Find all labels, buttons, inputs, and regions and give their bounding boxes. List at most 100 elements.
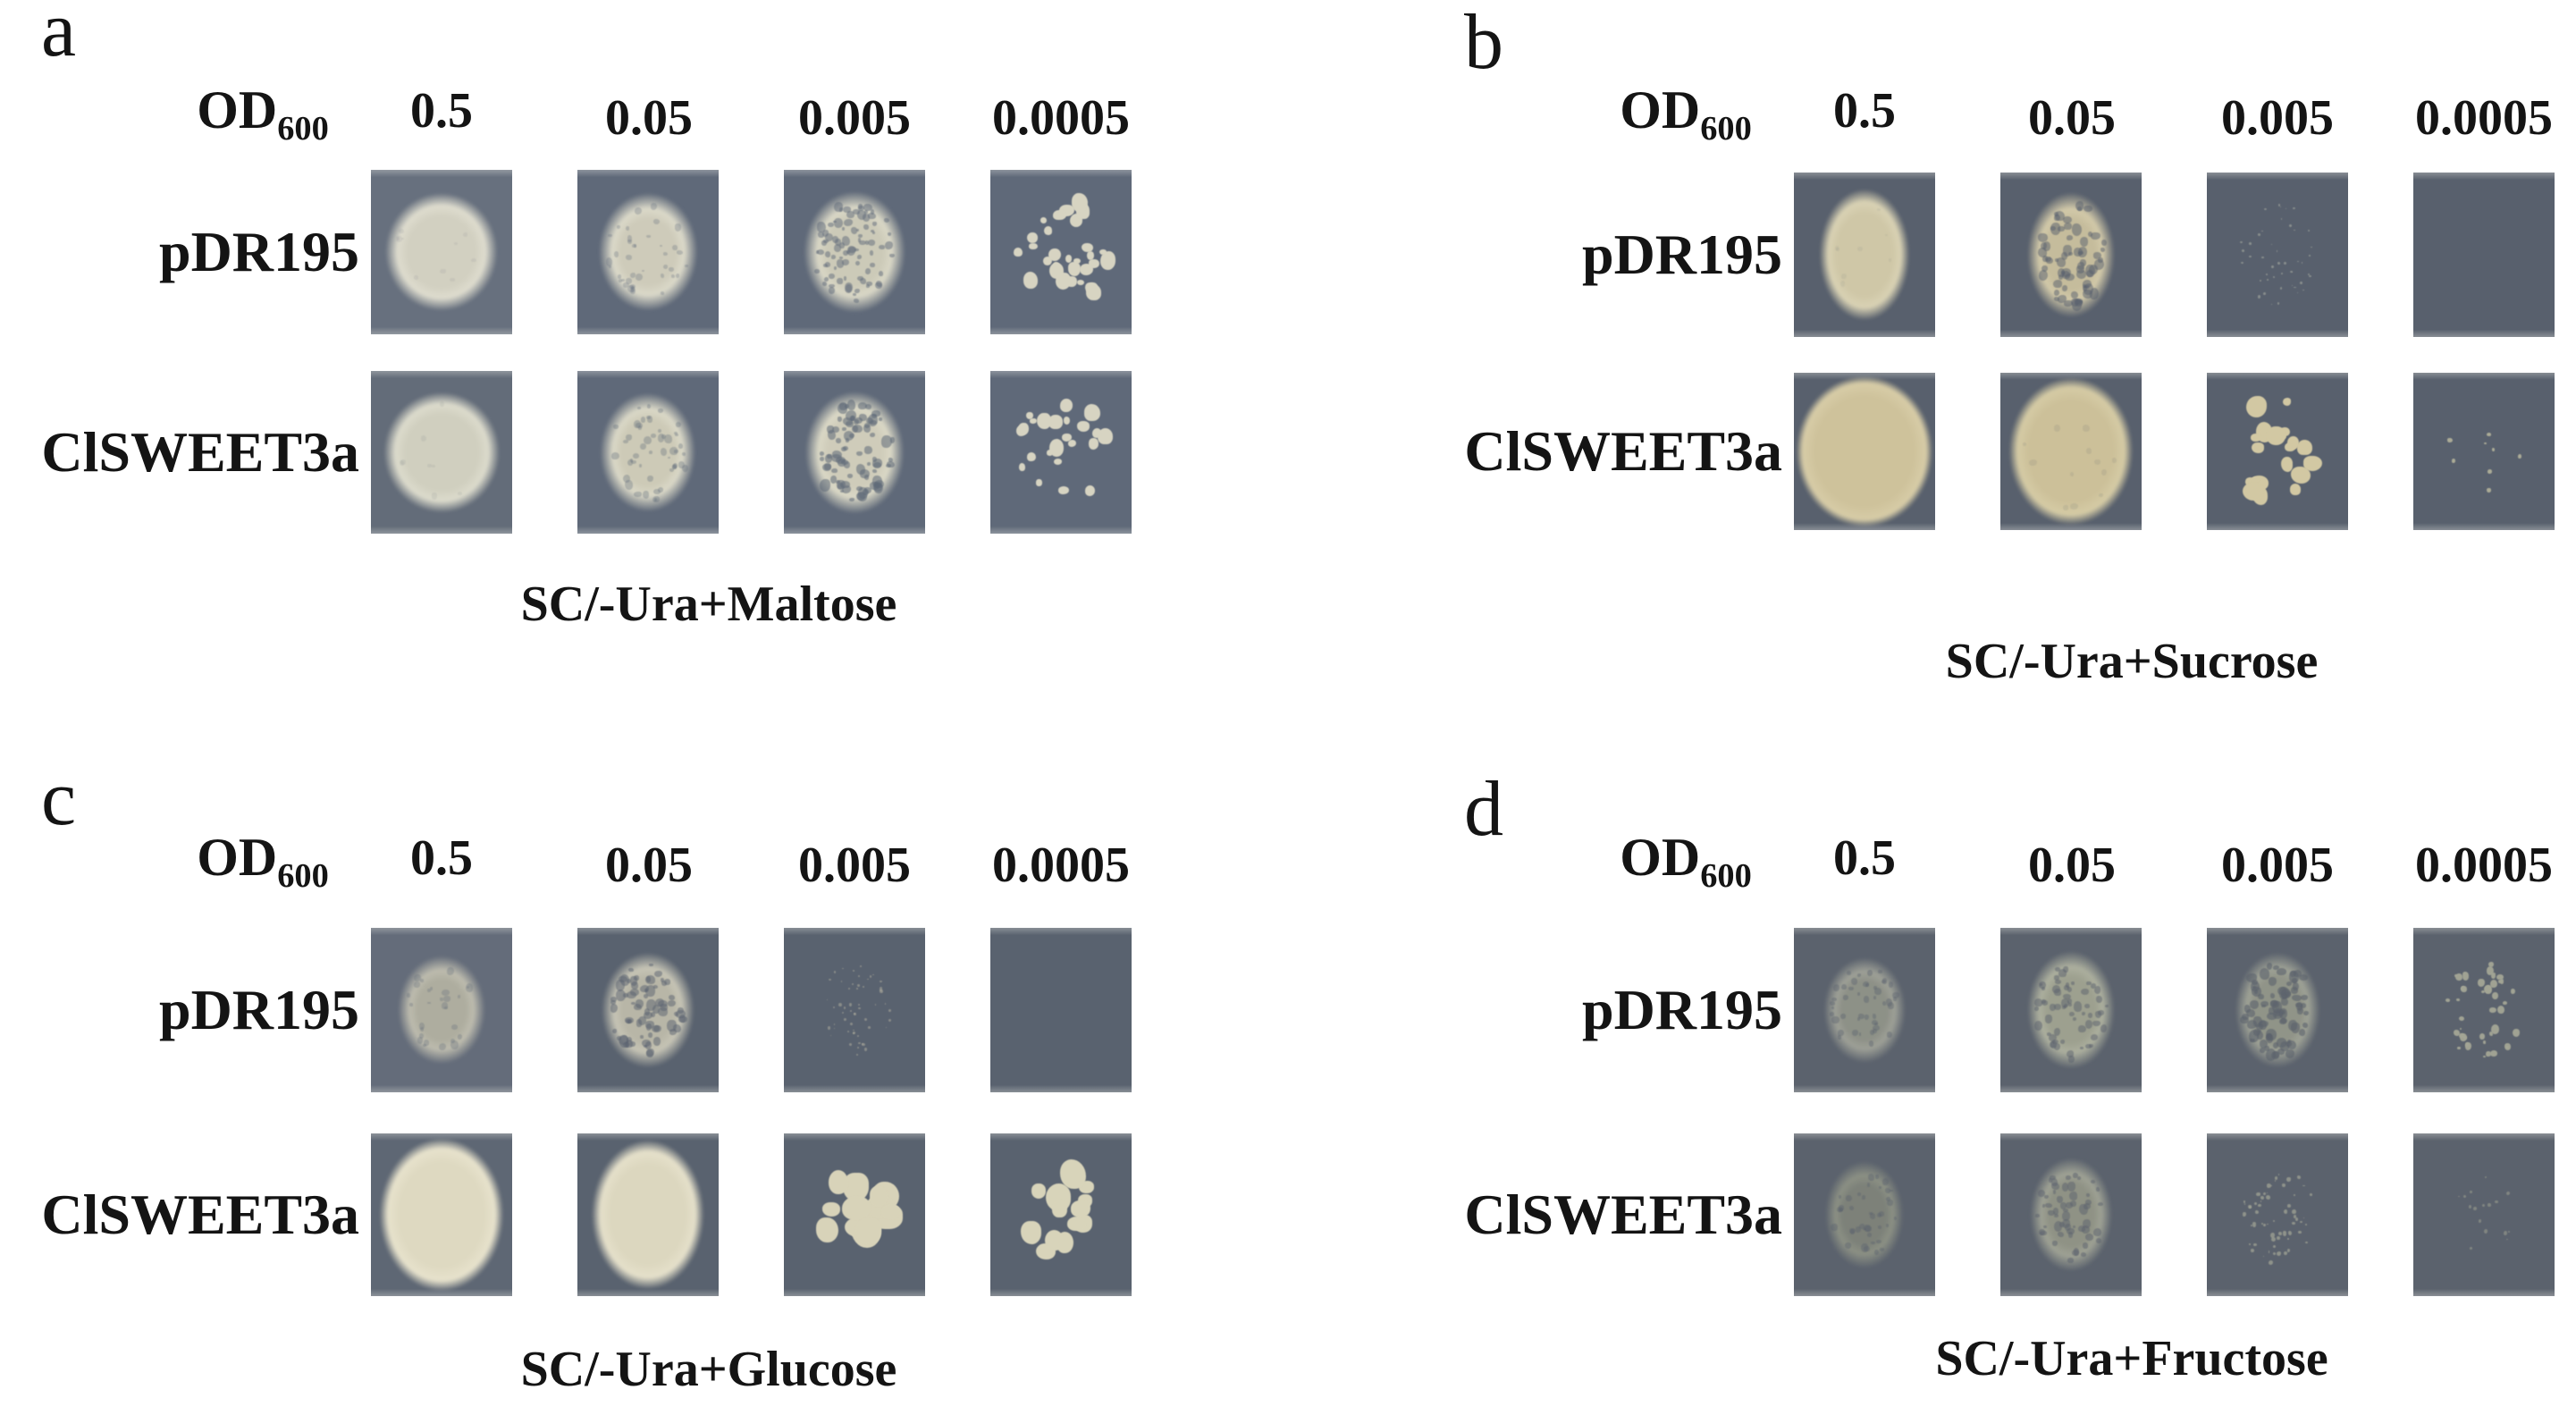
growth-spot [383,392,500,513]
lawn-texture-speck [837,416,842,422]
lawn-texture-speck [2096,996,2102,1004]
lawn-texture-speck [831,467,838,474]
lawn-texture-speck [1864,1225,1872,1233]
growth-spot [598,192,698,312]
lawn-texture-speck [442,1002,449,1009]
lawn-texture-speck [396,235,402,243]
colony-square [2207,1133,2348,1296]
lawn-texture-speck [815,250,820,255]
lawn-texture-speck [836,437,842,443]
colony-dot [2301,261,2303,264]
lawn-texture-speck [878,417,882,421]
colony-dot [833,1023,836,1025]
lawn-texture-speck [2061,1211,2071,1221]
colony-dot [2261,256,2264,258]
lawn-texture-speck [2075,298,2084,306]
lawn-texture-speck [2052,984,2060,994]
lawn-texture-speck [2286,1049,2294,1059]
colony-dot [2267,1183,2271,1189]
lawn-texture-speck [1858,1014,1865,1019]
lawn-texture-speck [1839,1205,1844,1211]
lawn-texture-speck [647,476,653,483]
colony-dot [2484,442,2487,444]
colony-dot [1043,257,1053,265]
lawn-texture-speck [854,288,860,294]
lawn-texture-speck [2273,1008,2285,1017]
colony-dot [1037,413,1051,430]
lawn-texture-speck [871,222,878,227]
lawn-texture-speck [870,209,875,215]
lawn-texture-speck [2067,998,2072,1005]
lawn-texture-speck [2042,256,2048,263]
colony-dot [2251,434,2261,442]
lawn-texture-speck [2081,1225,2090,1234]
lawn-texture-speck [420,979,424,983]
lawn-texture-speck [613,251,619,257]
lawn-texture-speck [440,998,443,1002]
lawn-texture-speck [887,232,892,236]
lawn-texture-speck [1873,986,1877,990]
lawn-texture-speck [662,264,668,269]
lawn-texture-speck [630,287,636,295]
lawn-texture-speck [627,239,633,245]
lawn-texture-speck [2246,973,2258,983]
colony-dot [2266,273,2269,276]
colony-dot [1080,264,1093,275]
colony-dot [2483,1055,2486,1058]
colony-dot [2302,289,2305,291]
lawn-texture-speck [1830,1001,1836,1006]
lawn-texture-speck [2084,1019,2092,1029]
lawn-texture-speck [1875,1175,1879,1179]
lawn-texture-speck [2064,223,2073,230]
colony-dot [2297,1175,2302,1180]
lawn-texture-speck [2071,291,2078,299]
lawn-texture-speck [820,478,830,492]
lawn-texture-speck [2058,226,2065,232]
lawn-texture-speck [1836,248,1839,251]
lawn-texture-speck [2298,1029,2306,1037]
colony-dot [2241,261,2244,265]
lawn-texture-speck [871,409,881,417]
colony-dot [874,1004,876,1006]
colony-dot [856,1054,859,1056]
lawn-texture-speck [652,495,660,502]
lawn-texture-speck [2063,993,2071,999]
lawn-texture-speck [2049,1178,2053,1183]
colony-dot [888,1018,892,1023]
lawn-texture-speck [829,273,835,279]
lawn-texture-speck [2250,999,2260,1009]
lawn-texture-speck [871,475,883,488]
lawn-texture-speck [2083,283,2094,295]
lawn-texture-speck [859,240,866,246]
lawn-texture-speck [2077,1176,2082,1180]
lawn-texture-speck [2240,1015,2249,1023]
lawn-texture-speck [2080,989,2089,996]
lawn-texture-speck [841,485,852,494]
lawn-texture-speck [400,459,407,465]
lawn-texture-speck [2100,239,2107,246]
lawn-texture-speck [2100,1024,2108,1033]
colony-dot [861,1042,864,1045]
lawn-texture-speck [2090,1034,2098,1040]
lawn-texture-speck [1857,973,1862,977]
lawn-texture-speck [2043,1195,2049,1200]
colony-dot [2282,397,2292,406]
lawn-texture-speck [843,417,853,425]
lawn-texture-speck [649,451,652,454]
lawn-texture-speck [610,1003,618,1013]
lawn-texture-speck [2067,987,2072,993]
lawn-texture-speck [2061,285,2067,291]
lawn-texture-speck [2079,258,2087,266]
lawn-texture-speck [863,224,869,231]
colony-dot [871,973,875,976]
colony-square [990,1133,1132,1296]
lawn-texture-speck [855,228,860,232]
lawn-texture-speck [673,463,678,468]
colony-dot [1062,433,1073,442]
lawn-texture-speck [1829,1011,1835,1016]
colony-dot [2309,255,2311,257]
lawn-texture-speck [2260,1048,2266,1053]
lawn-texture-speck [431,465,435,468]
colony-dot [2252,1222,2256,1227]
lawn-texture-speck [678,1007,685,1015]
